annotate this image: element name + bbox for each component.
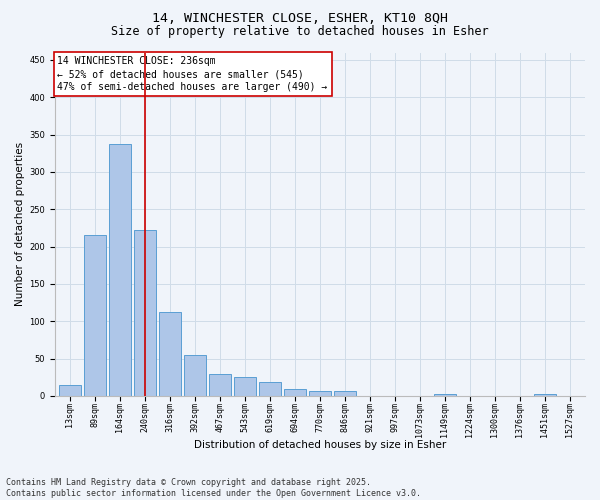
Bar [434,394,456,396]
Bar [83,236,106,396]
Bar [308,392,331,396]
Bar [209,374,231,396]
Bar [534,394,556,396]
Bar [158,312,181,396]
Bar [134,230,156,396]
X-axis label: Distribution of detached houses by size in Esher: Distribution of detached houses by size … [194,440,446,450]
Bar [109,144,131,396]
Bar [259,382,281,396]
Bar [59,385,81,396]
Bar [284,390,306,396]
Text: 14, WINCHESTER CLOSE, ESHER, KT10 8QH: 14, WINCHESTER CLOSE, ESHER, KT10 8QH [152,12,448,26]
Bar [334,392,356,396]
Text: Size of property relative to detached houses in Esher: Size of property relative to detached ho… [111,25,489,38]
Bar [233,376,256,396]
Text: Contains HM Land Registry data © Crown copyright and database right 2025.
Contai: Contains HM Land Registry data © Crown c… [6,478,421,498]
Bar [184,355,206,396]
Text: 14 WINCHESTER CLOSE: 236sqm
← 52% of detached houses are smaller (545)
47% of se: 14 WINCHESTER CLOSE: 236sqm ← 52% of det… [58,56,328,92]
Y-axis label: Number of detached properties: Number of detached properties [15,142,25,306]
